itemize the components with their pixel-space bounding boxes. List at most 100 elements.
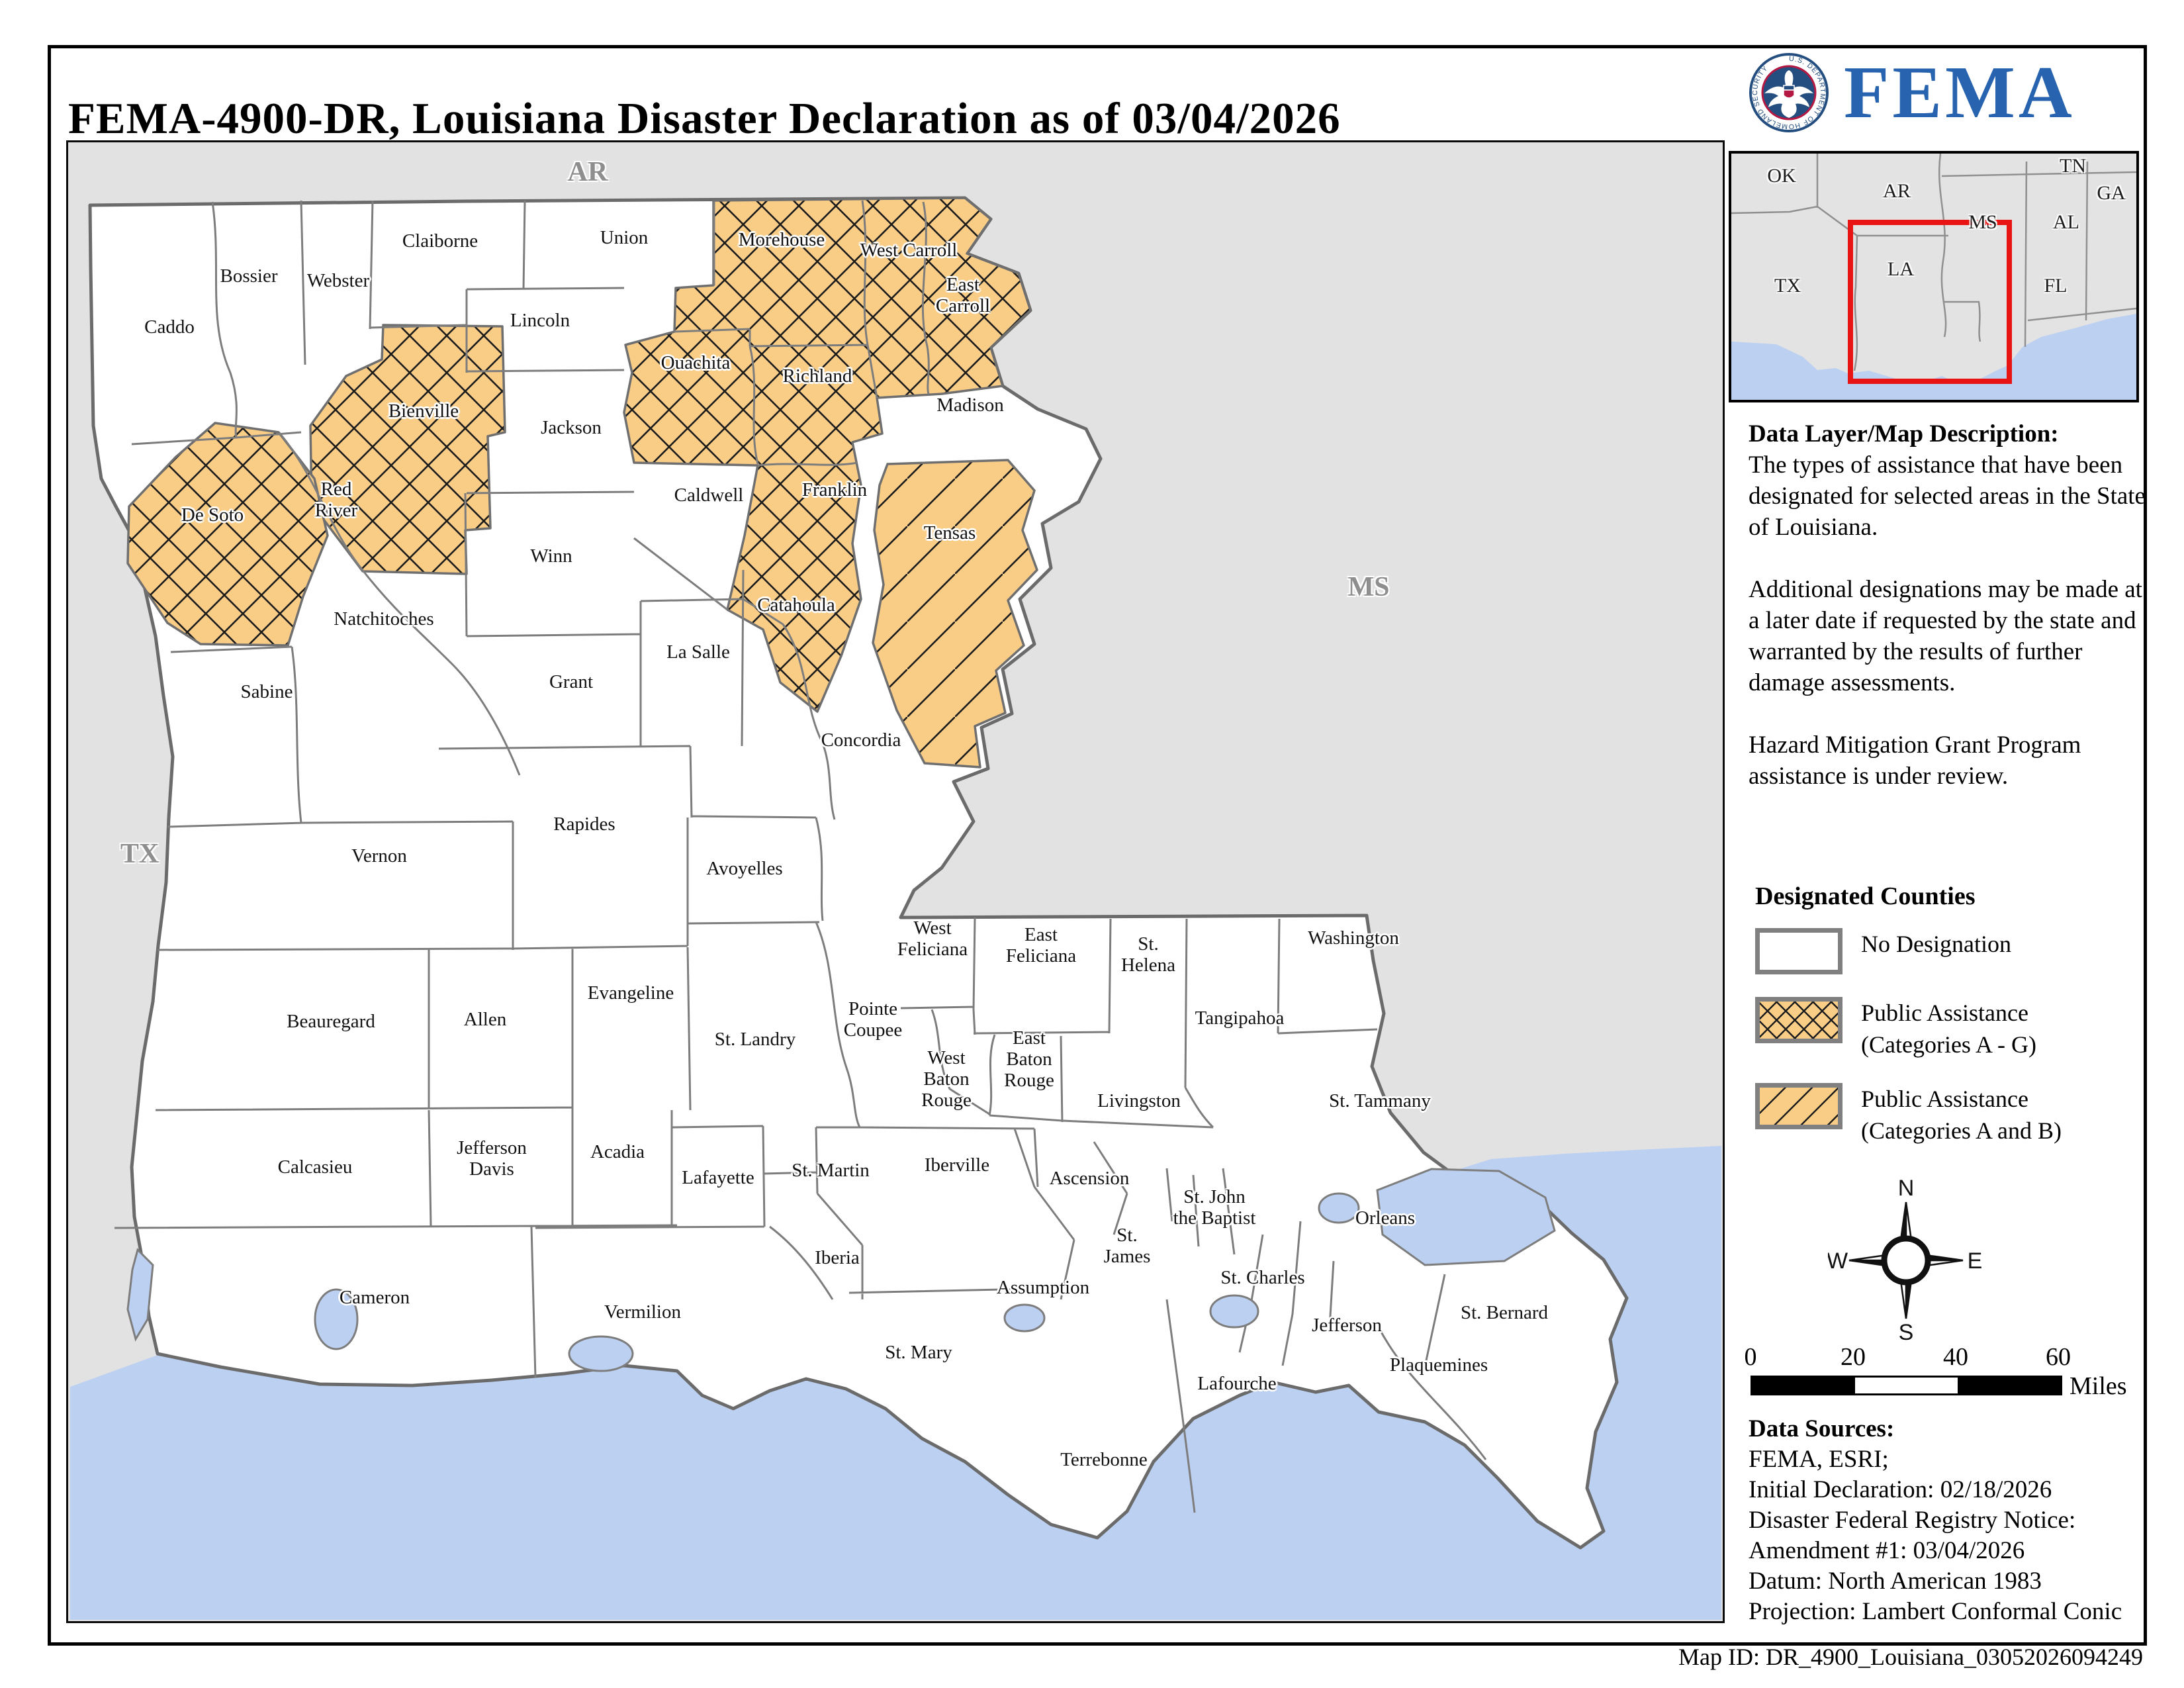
parish-label-pointe-coupee: Pointe Coupee (843, 998, 903, 1041)
parish-label-claiborne: Claiborne (402, 230, 478, 252)
compass-w-label: W (1828, 1248, 1848, 1274)
parish-label-jefferson: Jefferson (1312, 1315, 1382, 1336)
parish-label-red-river: Red River (314, 479, 358, 521)
inset-gulf-water (1731, 314, 2136, 400)
legend-title: Designated Counties (1755, 882, 1976, 910)
parish-label-east-feliciana: East Feliciana (1005, 924, 1077, 966)
parish-label-madison: Madison (936, 395, 1004, 416)
compass-s-label: S (1899, 1320, 1914, 1342)
parish-label-union: Union (600, 227, 649, 249)
parish-label-vermilion: Vermilion (604, 1301, 681, 1323)
parish-label-ouachita: Ouachita (660, 352, 731, 374)
map-id: Map ID: DR_4900_Louisiana_03052026094249 (1678, 1644, 2143, 1670)
scale-tick: 20 (1841, 1343, 1866, 1371)
state-label-ms: MS (1347, 572, 1390, 602)
parish-label-iberia: Iberia (815, 1247, 860, 1269)
parish-label-concordia: Concordia (821, 729, 901, 751)
parish-label-st-bernard: St. Bernard (1460, 1302, 1549, 1324)
parish-label-de-soto: De Soto (181, 504, 244, 526)
parish-label-st-mary: St. Mary (885, 1342, 952, 1364)
parish-label-plaquemines: Plaquemines (1389, 1354, 1488, 1376)
description-heading: Data Layer/Map Description: (1749, 420, 2059, 447)
inset-label-ga: GA (2097, 182, 2126, 204)
inset-label-ok: OK (1767, 165, 1796, 187)
parish-label-winn: Winn (530, 545, 572, 567)
page-border (48, 45, 2147, 1646)
parish-label-natchitoches: Natchitoches (334, 608, 434, 630)
parish-label-franklin: Franklin (801, 479, 868, 501)
data-sources-line: Amendment #1: 03/04/2026 (1749, 1537, 2025, 1564)
parish-label-acadia: Acadia (590, 1141, 645, 1163)
scale-bar: 0 20 40 60 Miles (1745, 1342, 2148, 1400)
parish-label-east-carroll: East Carroll (935, 274, 991, 316)
inset-state-borders (1731, 154, 2136, 371)
state-label-ar: AR (567, 157, 608, 187)
parish-label-st-martin: St. Martin (792, 1160, 870, 1182)
inset-map: OK AR TN GA MS AL TX LA FL (1729, 151, 2139, 402)
parish-label-tangipahoa: Tangipahoa (1195, 1008, 1285, 1029)
parish-label-washington: Washington (1308, 927, 1399, 949)
parish-label-orleans: Orleans (1355, 1207, 1416, 1229)
data-sources-line: Datum: North American 1983 (1749, 1568, 2042, 1595)
parish-label-rapides: Rapides (553, 814, 615, 835)
designated-internal-borders (674, 200, 930, 467)
main-map: Caddo Bossier Webster Claiborne Union Morehou… (66, 140, 1725, 1623)
legend: Designated Counties No Designation Publi… (1755, 882, 2139, 1169)
description-paragraph: Additional designations may be made at a… (1749, 576, 2142, 696)
page-title: FEMA-4900-DR, Louisiana Disaster Declara… (68, 93, 1341, 143)
inset-label-la: LA (1888, 258, 1914, 280)
parish-label-assumption: Assumption (996, 1277, 1090, 1299)
data-sources-heading: Data Sources: (1749, 1415, 1895, 1442)
parish-label-caddo: Caddo (144, 316, 195, 338)
parish-label-west-carroll: West Carroll (860, 240, 958, 261)
louisiana-map-svg (70, 196, 1721, 1620)
scale-tick: 0 (1744, 1343, 1757, 1371)
data-sources-line: FEMA, ESRI; (1749, 1446, 1889, 1473)
scale-tick: 40 (1943, 1343, 1968, 1371)
scale-tick: 60 (2046, 1343, 2071, 1371)
data-sources-line: Initial Declaration: 02/18/2026 (1749, 1476, 2052, 1503)
parish-label-lincoln: Lincoln (510, 310, 570, 332)
parish-label-webster: Webster (306, 270, 370, 292)
parish-label-richland: Richland (782, 365, 852, 387)
parish-label-livingston: Livingston (1097, 1090, 1181, 1112)
legend-item-pa-a-b: Public Assistance (Categories A and B) (1755, 1083, 2139, 1147)
parish-label-lafourche: Lafourche (1197, 1373, 1277, 1395)
lakes (126, 1168, 1556, 1372)
parish-label-caldwell: Caldwell (674, 485, 744, 506)
parish-label-st-landry: St. Landry (714, 1029, 796, 1051)
parish-label-allen: Allen (463, 1009, 507, 1031)
inset-label-fl: FL (2044, 275, 2068, 297)
compass-rose-icon: N E S W (1828, 1176, 1982, 1342)
parish-label-bienville: Bienville (388, 400, 459, 422)
parish-label-bossier: Bossier (220, 265, 278, 287)
dhs-seal-icon: U.S. DEPARTMENT OF HOMELAND SECURITY (1749, 53, 1829, 132)
data-sources: Data Sources: FEMA, ESRI; Initial Declar… (1749, 1414, 2146, 1627)
parish-label-lafayette: Lafayette (682, 1167, 754, 1189)
parish-label-sabine: Sabine (240, 681, 293, 703)
parish-label-morehouse: Morehouse (738, 229, 825, 251)
inset-highlight-rect (1848, 220, 2012, 384)
gulf-water (70, 1146, 1721, 1620)
description-paragraph: Hazard Mitigation Grant Program assistan… (1749, 731, 2081, 790)
parish-label-st-james: St. James (1103, 1225, 1151, 1267)
designated-ne-group (623, 197, 1032, 713)
legend-item-pa-a-g: Public Assistance (Categories A - G) (1755, 997, 2139, 1060)
parish-label-terrebonne: Terrebonne (1060, 1449, 1148, 1471)
parish-label-evangeline: Evangeline (587, 982, 674, 1004)
parish-label-grant: Grant (549, 671, 594, 693)
scale-unit-label: Miles (2070, 1372, 2127, 1400)
parish-label-cameron: Cameron (339, 1287, 410, 1309)
louisiana-state-shape (88, 196, 1629, 1550)
fema-logo: U.S. DEPARTMENT OF HOMELAND SECURITY FEM… (1749, 50, 2142, 135)
data-sources-line: Projection: Lambert Conformal Conic (1749, 1598, 2122, 1625)
no-designation-swatch (1755, 928, 1843, 974)
parish-label-st-helena: St. Helena (1120, 933, 1176, 976)
inset-label-tx: TX (1774, 275, 1801, 297)
parish-label-vernon: Vernon (351, 845, 407, 867)
compass-n-label: N (1898, 1176, 1915, 1201)
parish-label-avoyelles: Avoyelles (706, 858, 783, 880)
crosshatch-swatch (1755, 997, 1843, 1043)
state-label-tx: TX (120, 839, 159, 869)
